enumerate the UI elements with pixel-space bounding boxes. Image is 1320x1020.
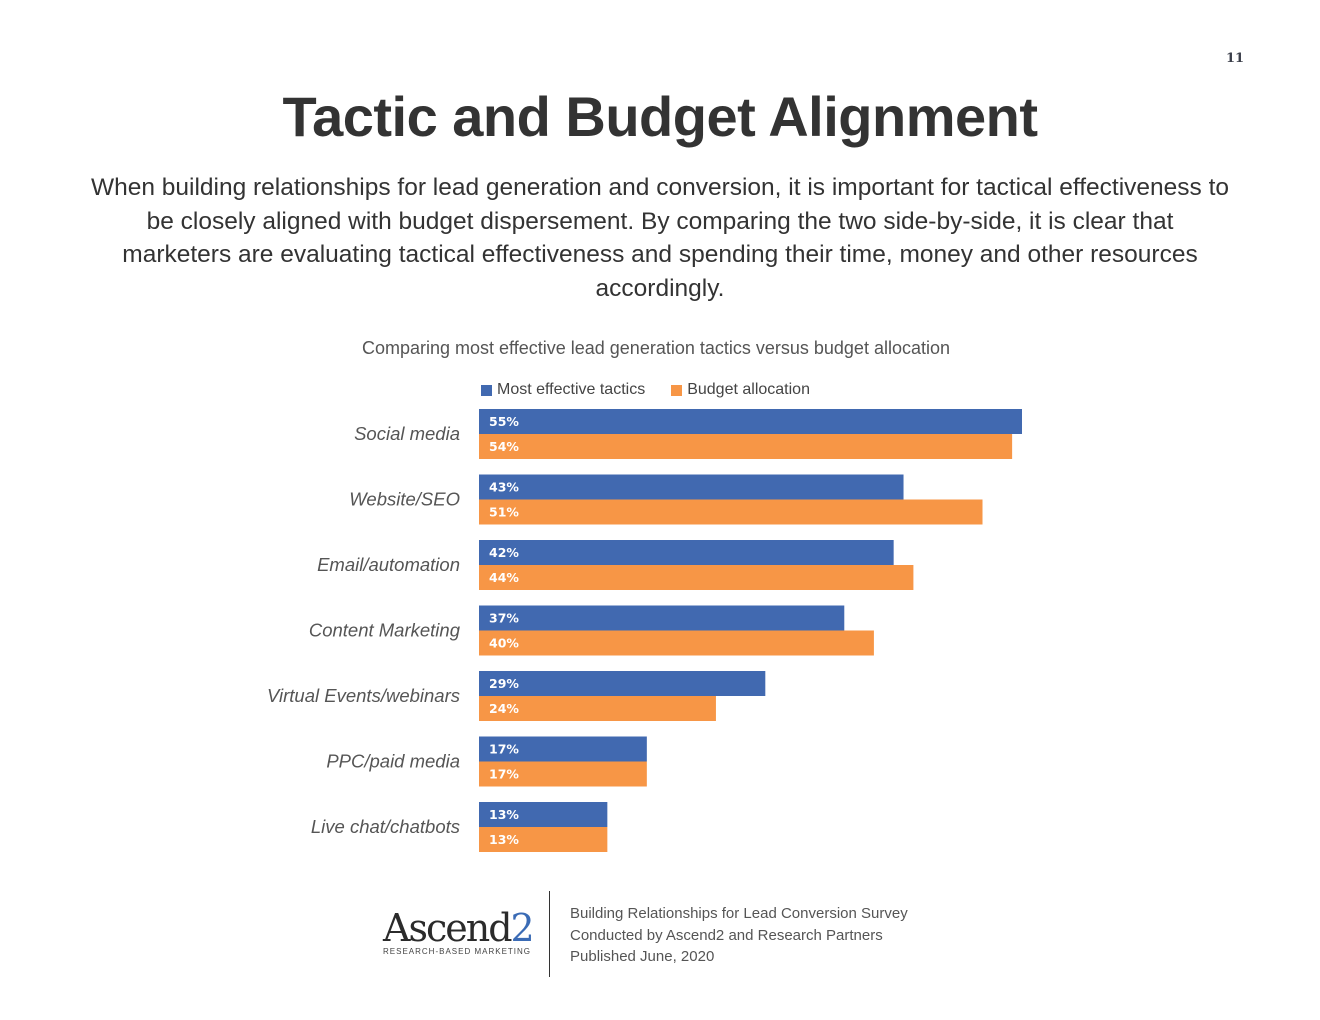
category-label-content-marketing: Content Marketing: [309, 620, 461, 641]
bar-budget-allocation-virtual-events-webinars: [479, 696, 716, 721]
category-label-ppc-paid-media: PPC/paid media: [326, 751, 460, 772]
page-number: 11: [1226, 51, 1245, 66]
chart-legend: Most effective tactics Budget allocation: [481, 381, 836, 399]
bar-most-effective-tactics-content-marketing: [479, 605, 845, 631]
legend-label-budget: Budget allocation: [687, 381, 810, 398]
bar-most-effective-tactics-email-automation: [479, 540, 894, 565]
footer-line-conducted: Conducted by Ascend2 and Research Partne…: [570, 926, 883, 944]
bar-budget-allocation-live-chat-chatbots: [479, 827, 608, 852]
data-label-budget-allocation-email-automation: 44%: [489, 570, 519, 585]
bar-budget-allocation-ppc-paid-media: [479, 761, 647, 787]
category-label-website-seo: Website/SEO: [349, 489, 460, 510]
intro-paragraph: When building relationships for lead gen…: [90, 174, 1230, 302]
data-label-most-effective-tactics-live-chat-chatbots: 13%: [489, 807, 519, 822]
data-label-most-effective-tactics-content-marketing: 37%: [489, 611, 519, 626]
logo-name: Ascend: [383, 906, 513, 950]
data-label-budget-allocation-website-seo: 51%: [489, 505, 519, 520]
legend-item-effective: Most effective tactics: [481, 381, 645, 399]
category-label-live-chat-chatbots: Live chat/chatbots: [311, 816, 460, 837]
data-label-most-effective-tactics-ppc-paid-media: 17%: [489, 742, 519, 757]
category-label-social-media: Social media: [354, 423, 460, 444]
category-label-virtual-events-webinars: Virtual Events/webinars: [267, 685, 460, 706]
legend-label-effective: Most effective tactics: [497, 381, 646, 398]
data-label-most-effective-tactics-virtual-events-webinars: 29%: [489, 676, 519, 691]
footer-source: Building Relationships for Lead Conversi…: [570, 903, 908, 968]
data-label-budget-allocation-ppc-paid-media: 17%: [489, 767, 519, 782]
logo-number: 2: [510, 906, 535, 950]
data-label-most-effective-tactics-email-automation: 42%: [489, 545, 519, 560]
legend-swatch-effective: [481, 384, 492, 396]
bar-budget-allocation-email-automation: [479, 565, 914, 590]
data-label-budget-allocation-virtual-events-webinars: 24%: [489, 701, 519, 716]
bar-most-effective-tactics-live-chat-chatbots: [479, 802, 608, 827]
bar-most-effective-tactics-social-media: [479, 409, 1022, 434]
bar-budget-allocation-website-seo: [479, 499, 983, 525]
chart-title: Comparing most effective lead generation…: [362, 338, 950, 358]
page-title: Tactic and Budget Alignment: [282, 85, 1038, 148]
bar-most-effective-tactics-ppc-paid-media: [479, 736, 647, 762]
data-label-budget-allocation-live-chat-chatbots: 13%: [489, 832, 519, 847]
bar-budget-allocation-social-media: [479, 434, 1013, 459]
footer-divider: [549, 891, 550, 977]
ascend2-logo: Ascend2 RESEARCH-BASED MARKETING: [383, 906, 535, 956]
footer-line-published: Published June, 2020: [570, 948, 715, 965]
data-label-budget-allocation-social-media: 54%: [489, 439, 519, 454]
bar-most-effective-tactics-virtual-events-webinars: [479, 671, 766, 696]
data-label-budget-allocation-content-marketing: 40%: [489, 636, 519, 651]
logo-tagline: RESEARCH-BASED MARKETING: [383, 947, 532, 956]
footer-line-survey: Building Relationships for Lead Conversi…: [570, 905, 908, 922]
bar-most-effective-tactics-website-seo: [479, 474, 904, 500]
data-label-most-effective-tactics-social-media: 55%: [489, 414, 519, 429]
legend-swatch-budget: [671, 384, 683, 396]
logo-wordmark: Ascend2: [383, 906, 535, 950]
category-label-email-automation: Email/automation: [317, 554, 460, 575]
legend-item-budget: Budget allocation: [671, 381, 810, 399]
data-label-most-effective-tactics-website-seo: 43%: [489, 480, 519, 495]
bar-budget-allocation-content-marketing: [479, 630, 874, 656]
